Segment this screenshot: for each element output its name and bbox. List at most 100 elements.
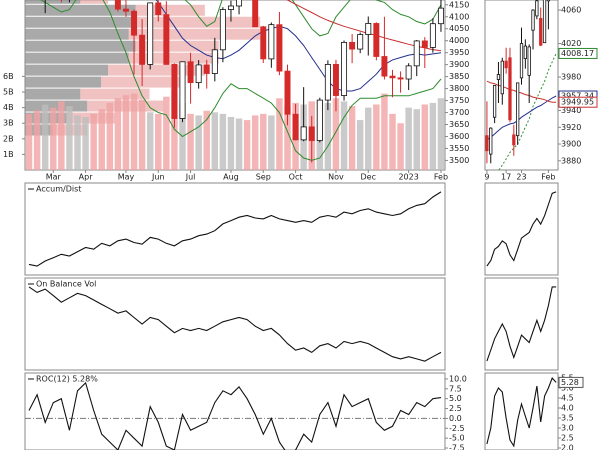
indicator-tick-label: 5.0 <box>561 384 574 393</box>
candle-body <box>373 23 380 57</box>
candle-body <box>508 57 512 121</box>
candle-body <box>546 0 551 2</box>
vbp-bar-up <box>25 4 136 16</box>
candle-body <box>219 9 226 51</box>
y-tick-label: 4060 <box>561 6 581 15</box>
candle-body <box>492 85 497 118</box>
y-tick-label: 3650 <box>449 120 469 129</box>
indicator-label: Accum/Dist <box>36 185 81 194</box>
candle-body <box>276 24 283 72</box>
x-tick-label: Dec <box>361 173 376 182</box>
price-plot <box>25 0 445 170</box>
volume-tick-label: 1B <box>3 150 14 159</box>
candle-body <box>114 0 121 10</box>
volume-bar <box>66 106 73 170</box>
x-tick-label: May <box>118 173 135 182</box>
indicator-plot <box>28 286 442 362</box>
indicator-line <box>28 286 442 362</box>
x-tick-label: Feb <box>541 173 555 182</box>
volume-tick-label: 2B <box>3 134 14 143</box>
y-tick-label: 4150 <box>449 0 469 9</box>
candle-body <box>195 64 202 84</box>
volume-bar <box>324 102 332 170</box>
candle-body <box>236 0 243 7</box>
volume-bar <box>243 120 251 170</box>
candle-body <box>316 99 323 141</box>
indicator-line <box>486 191 557 267</box>
volume-bar <box>122 95 130 170</box>
volume-tick-label: 6B <box>3 72 14 81</box>
candle-body <box>341 41 348 96</box>
y-tick-label: 3750 <box>449 96 469 105</box>
vbp-bar-down <box>135 4 205 16</box>
indicator-panel <box>484 372 559 450</box>
y-tick-label: 3600 <box>449 132 469 141</box>
indicator-panel <box>484 182 559 276</box>
volume-bar <box>74 115 81 170</box>
x-tick-label: Apr <box>79 173 94 182</box>
candle-body <box>308 126 315 141</box>
candle-body <box>504 60 508 69</box>
indicator-tick-label: 2.5 <box>561 434 574 443</box>
candle-body <box>179 61 186 119</box>
last-value-label: 3949.95 <box>561 98 594 107</box>
volume-bar <box>429 102 437 170</box>
last-value-label: 3957.34 <box>561 92 594 101</box>
candle-body <box>211 49 218 74</box>
indicator-tick-label: 3.0 <box>561 424 574 433</box>
candle-body <box>413 40 420 67</box>
indicator-plot <box>486 376 557 448</box>
indicator-tick-label: -7.5 <box>449 444 465 450</box>
indicator-tick-label: 4.0 <box>561 404 574 413</box>
vbp-bar-down <box>128 28 261 40</box>
volume-bar <box>130 93 138 170</box>
vbp-bar-up <box>25 40 136 52</box>
candle-body <box>405 65 412 80</box>
indicator-tick-label: 5.0 <box>449 394 462 403</box>
candle-body <box>539 18 543 46</box>
x-tick-label: 17 <box>501 173 511 182</box>
volume-bar <box>332 98 340 170</box>
x-tick-label: Jul <box>185 173 196 182</box>
candle-body <box>349 41 356 50</box>
last-value-box <box>558 47 598 59</box>
indicator-tick-label: 0.0 <box>449 414 462 423</box>
vbp-bar-down <box>80 0 109 4</box>
last-value-box <box>558 376 584 388</box>
volume-bar <box>98 109 105 170</box>
vbp-bar-up <box>25 0 81 4</box>
overlay-line <box>286 0 442 52</box>
x-tick-label: Jun <box>151 173 165 182</box>
candle-body <box>324 64 331 101</box>
candle-body <box>284 70 291 115</box>
volume-bar <box>356 120 364 170</box>
indicator-panel <box>484 277 559 371</box>
candle-body <box>171 64 178 119</box>
x-tick-label: Mar <box>46 173 62 182</box>
indicator-tick-label: 3.5 <box>561 414 574 423</box>
candle-body <box>300 126 307 141</box>
volume-bar <box>203 110 210 170</box>
candle-body <box>131 10 138 36</box>
volume-bar <box>219 113 227 170</box>
x-tick-label: Aug <box>223 173 239 182</box>
volume-bar <box>365 107 372 170</box>
candle-body <box>292 113 299 141</box>
indicator-tick-label: 2.5 <box>449 404 462 413</box>
y-tick-label: 3550 <box>449 144 469 153</box>
vbp-bar-up <box>25 52 129 64</box>
candle-body <box>389 75 396 79</box>
volume-bar <box>397 123 404 170</box>
candle-body <box>437 7 444 25</box>
volume-bar <box>163 96 170 170</box>
volume-tick-label: 4B <box>3 103 14 112</box>
candle-body <box>519 43 524 79</box>
volume-bar <box>251 115 259 170</box>
volume-bar <box>146 112 154 170</box>
y-tick-label: 4000 <box>449 36 469 45</box>
candle-body <box>496 74 501 80</box>
y-tick-label: 3950 <box>449 48 469 57</box>
vbp-bar-down <box>135 40 219 52</box>
y-tick-label: 3980 <box>561 73 581 82</box>
vbp-bar-down <box>80 88 150 100</box>
